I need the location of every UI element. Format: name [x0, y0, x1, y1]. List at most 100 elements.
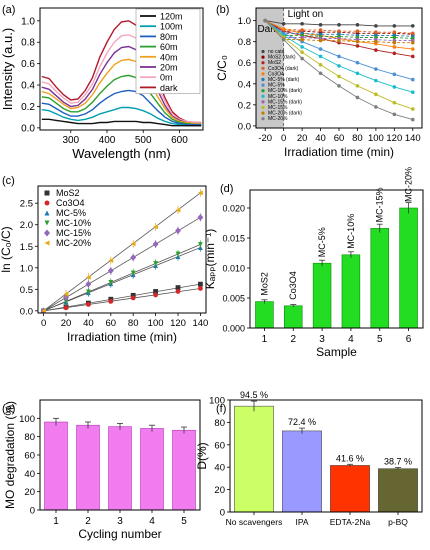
data-point	[337, 74, 341, 79]
x-tick-label: 500	[135, 135, 152, 146]
panel-4: (d) 0.000 0.005 0.010 0.015 0.020 Sample Kₐₚₚ(m…	[203, 167, 424, 359]
fit-line	[43, 288, 201, 312]
data-point	[392, 35, 397, 40]
y-tick-label: 0	[220, 508, 225, 519]
data-point	[392, 45, 397, 49]
series-line	[41, 58, 202, 125]
data-point	[197, 214, 204, 221]
panel-3: (c) 0.0 0.5 1.0 1.5 2.0 2.5 0 20 40 60 80 100 120 140 I…	[0, 175, 208, 344]
legend-marker	[44, 240, 50, 246]
x-tick-label: 40	[315, 133, 326, 144]
y-tick-label: 0.015	[222, 234, 245, 244]
x-tick-label: p-BQ	[388, 517, 408, 527]
x-tick-label: 4	[149, 516, 155, 527]
data-point	[337, 29, 341, 33]
y-tick-label: 2.5	[20, 199, 33, 210]
data-point	[410, 117, 415, 122]
data-point	[130, 292, 136, 298]
bar	[341, 254, 361, 329]
x-tick-label: 2	[85, 516, 91, 527]
data-point	[374, 105, 378, 109]
y-tick-label: 20	[24, 487, 35, 498]
legend-label: 60m	[160, 42, 178, 52]
x-axis-label: Irradiation time (min)	[284, 145, 394, 159]
x-tick-label: 6	[406, 334, 412, 345]
bar	[370, 228, 389, 329]
legend-marker	[261, 89, 265, 93]
data-point	[198, 286, 203, 291]
bar	[284, 305, 303, 329]
legend-marker	[261, 49, 265, 54]
legend-label: MC-5%	[268, 83, 285, 89]
legend-marker	[261, 66, 265, 70]
series-line	[41, 34, 202, 124]
data-point	[392, 112, 397, 117]
data-point	[108, 258, 114, 263]
y-axis-label: MO degradation (%)	[3, 401, 17, 509]
data-point	[175, 285, 181, 290]
x-tick-label: 300	[62, 135, 79, 146]
data-point	[175, 207, 181, 213]
data-point	[355, 60, 360, 65]
y-tick-label: 0.0	[21, 123, 35, 134]
bar-label: MC-15%	[375, 187, 385, 222]
legend-label: MC-20%	[56, 238, 91, 248]
data-point	[410, 90, 415, 95]
data-point	[86, 289, 91, 295]
series-line	[41, 74, 202, 126]
y-tick-label: 20	[214, 485, 225, 496]
data-point	[392, 30, 397, 35]
y-tick-label: 0.020	[222, 204, 245, 214]
y-axis-label: C/C₀	[215, 55, 229, 81]
bar-label: MC-5%	[317, 227, 327, 257]
data-point	[410, 40, 415, 45]
legend-marker	[261, 117, 265, 121]
y-tick-label: 60	[24, 451, 35, 462]
plot-frame	[255, 7, 423, 129]
y-tick-label: 0.000	[222, 324, 245, 334]
legend-marker	[44, 190, 50, 196]
panel-label: (c)	[2, 175, 15, 187]
y-tick-label: 0.010	[222, 264, 245, 274]
data-point	[281, 21, 286, 26]
bar	[282, 430, 322, 513]
data-point	[337, 84, 341, 88]
legend-label: MC-15% (dark)	[268, 99, 302, 105]
legend-label: 120m	[160, 12, 183, 22]
series-line	[41, 89, 202, 126]
x-tick-label: 20	[297, 133, 308, 144]
y-tick-label: 0.8	[238, 37, 251, 48]
plot-frame	[249, 189, 424, 329]
series-line	[41, 106, 202, 127]
bar-value-label: 38.7 %	[384, 457, 412, 467]
legend-label: 100m	[160, 22, 183, 32]
data-point	[318, 47, 323, 51]
data-point	[410, 47, 415, 51]
x-axis-label: Sample	[316, 345, 357, 359]
legend-label: Co3O4	[56, 198, 85, 208]
data-point	[318, 38, 323, 43]
y-tick-label: 1.5	[20, 242, 33, 253]
dark-region	[256, 8, 284, 128]
data-point	[153, 261, 158, 266]
panel-1: (a) 0.0 0.2 0.4 0.6 0.8 1.0 300 400 500 600Wavelen…	[0, 4, 204, 161]
data-point	[318, 28, 323, 32]
bar	[108, 426, 132, 511]
x-tick-label: 40	[83, 318, 94, 329]
x-tick-label: 0	[281, 133, 286, 144]
data-point	[337, 38, 341, 43]
bar	[312, 262, 332, 329]
y-tick-label: 40	[24, 469, 35, 480]
x-tick-label: 5	[377, 334, 383, 345]
x-tick-label: 80	[352, 133, 363, 144]
x-tick-label: 60	[106, 318, 117, 329]
data-point	[355, 23, 360, 27]
legend-label: MC-10%	[56, 218, 91, 228]
data-point	[392, 24, 397, 28]
bar	[234, 405, 274, 513]
plot-frame	[39, 399, 201, 511]
x-tick-label: 1	[262, 334, 268, 345]
data-point	[175, 289, 181, 294]
x-axis-label: Irradiation time (min)	[67, 330, 177, 344]
